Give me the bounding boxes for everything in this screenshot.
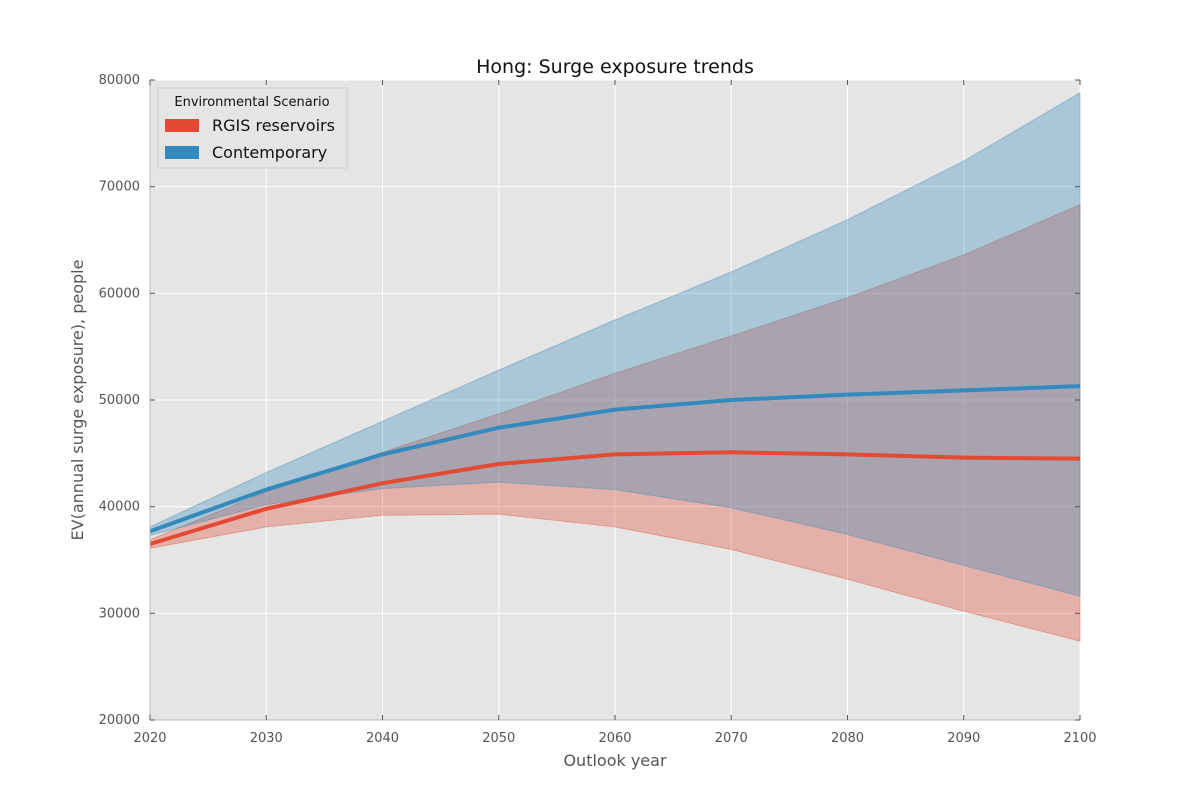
x-tick-label: 2080 bbox=[831, 731, 864, 746]
legend-swatch-1 bbox=[165, 146, 199, 159]
x-tick-label: 2040 bbox=[366, 731, 399, 746]
y-tick-label: 40000 bbox=[99, 500, 140, 515]
x-axis-title: Outlook year bbox=[563, 751, 667, 770]
y-tick-label: 70000 bbox=[99, 180, 140, 195]
x-axis-ticks: 2020 2030 2040 2050 2060 2070 2080 2090 2100 bbox=[133, 80, 1097, 746]
legend-title: Environmental Scenario bbox=[174, 95, 329, 110]
legend: Environmental Scenario RGIS reservoirs Co… bbox=[157, 87, 348, 169]
x-tick-label: 2030 bbox=[250, 731, 283, 746]
band-series-1 bbox=[149, 91, 1081, 597]
y-tick-label: 20000 bbox=[99, 713, 140, 728]
x-tick-label: 2090 bbox=[947, 731, 980, 746]
y-tick-label: 80000 bbox=[99, 73, 140, 88]
y-axis-ticks: 20000 30000 40000 50000 60000 70000 80000 bbox=[99, 73, 1080, 728]
uncertainty-bands bbox=[149, 91, 1081, 642]
x-tick-label: 2050 bbox=[482, 731, 515, 746]
series-lines bbox=[149, 384, 1081, 546]
band-series-0 bbox=[149, 204, 1081, 642]
legend-label-1: Contemporary bbox=[212, 143, 327, 162]
legend-label-0: RGIS reservoirs bbox=[212, 116, 335, 135]
y-axis-title: EV(annual surge exposure), people bbox=[68, 260, 87, 541]
chart-title: Hong: Surge exposure trends bbox=[476, 56, 754, 78]
legend-swatch-0 bbox=[165, 119, 199, 132]
legend-items: RGIS reservoirs Contemporary bbox=[165, 116, 335, 162]
y-tick-label: 50000 bbox=[99, 393, 140, 408]
x-tick-label: 2060 bbox=[598, 731, 631, 746]
y-tick-label: 30000 bbox=[99, 606, 140, 621]
line-series-0 bbox=[149, 450, 1081, 546]
line-series-1 bbox=[149, 384, 1081, 534]
x-tick-label: 2070 bbox=[715, 731, 748, 746]
x-tick-label: 2020 bbox=[133, 731, 166, 746]
y-tick-label: 60000 bbox=[99, 286, 140, 301]
x-tick-label: 2100 bbox=[1063, 731, 1096, 746]
